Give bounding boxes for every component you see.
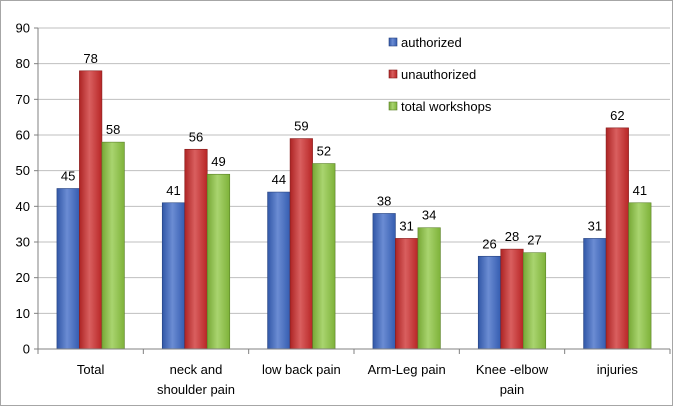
data-label: 59 [294,119,308,134]
x-category-label: Total [77,362,105,377]
bar-authorized [56,188,80,350]
y-tick-label: 90 [16,21,30,36]
y-tick-label: 0 [23,342,30,357]
data-label: 52 [317,144,331,159]
y-tick-label: 30 [16,235,30,250]
bar-unauthorized [289,138,313,350]
data-label: 44 [272,172,286,187]
x-category-line: pain [500,382,525,397]
x-category-line: shoulder pain [157,382,235,397]
x-axis-categories: Total neck and shoulder pain low back pain A… [77,362,638,397]
data-label: 41 [633,183,647,198]
bar-total-workshops [628,202,652,350]
bar-unauthorized [500,248,524,350]
data-label: 38 [377,193,391,208]
bar-authorized [583,238,607,350]
x-category-label: Knee -elbow pain [476,362,549,397]
y-tick-label: 40 [16,199,30,214]
legend-swatch [388,101,398,111]
y-tick-label: 10 [16,306,30,321]
gridlines [38,27,670,314]
x-category-line: Knee -elbow [476,362,549,377]
bar-total-workshops [312,163,336,350]
bar-unauthorized [184,148,208,350]
x-category-label: Arm-Leg pain [368,362,446,377]
data-label: 58 [106,122,120,137]
x-category-line: Arm-Leg pain [368,362,446,377]
x-category-line: Total [77,362,105,377]
bar-total-workshops [206,173,231,350]
data-label: 27 [527,233,541,248]
legend-swatch [388,37,398,47]
data-label: 45 [61,169,75,184]
y-tick-label: 70 [16,92,30,107]
x-category-label: neck and shoulder pain [157,362,235,397]
data-label: 31 [588,218,602,233]
legend-label: unauthorized [401,67,476,82]
legend-label: total workshops [401,99,492,114]
bar-unauthorized [605,127,629,350]
axes [37,28,671,354]
y-axis-ticks: 0 10 20 30 40 50 60 70 80 90 [16,21,38,357]
data-label: 26 [482,236,496,251]
bar-authorized [372,213,396,350]
y-tick-label: 50 [16,163,30,178]
x-category-label: low back pain [262,362,341,377]
bar-unauthorized [395,238,419,350]
data-label: 41 [166,183,180,198]
bars [56,70,652,350]
data-label: 31 [399,218,413,233]
bar-total-workshops [417,227,441,350]
y-tick-label: 80 [16,56,30,71]
y-tick-label: 20 [16,270,30,285]
data-labels: 45 78 58 41 56 49 44 59 52 38 31 34 26 28 27 31 62 41 [61,51,647,251]
data-label: 62 [610,108,624,123]
data-label: 49 [211,154,225,169]
data-label: 28 [505,229,519,244]
bar-authorized [161,202,186,350]
y-tick-label: 60 [16,128,30,143]
bar-total-workshops [101,141,125,350]
legend: authorized unauthorized total workshops [388,35,492,114]
bar-unauthorized [79,70,103,350]
bar-authorized [477,255,502,350]
x-category-line: injuries [597,362,639,377]
x-category-line: low back pain [262,362,341,377]
legend-swatch [388,69,398,79]
data-label: 56 [189,129,203,144]
bar-total-workshops [522,252,547,350]
x-category-line: neck and [170,362,223,377]
legend-label: authorized [401,35,462,50]
x-category-label: injuries [597,362,639,377]
data-label: 34 [422,208,436,223]
bar-authorized [267,191,291,350]
data-label: 78 [83,51,97,66]
